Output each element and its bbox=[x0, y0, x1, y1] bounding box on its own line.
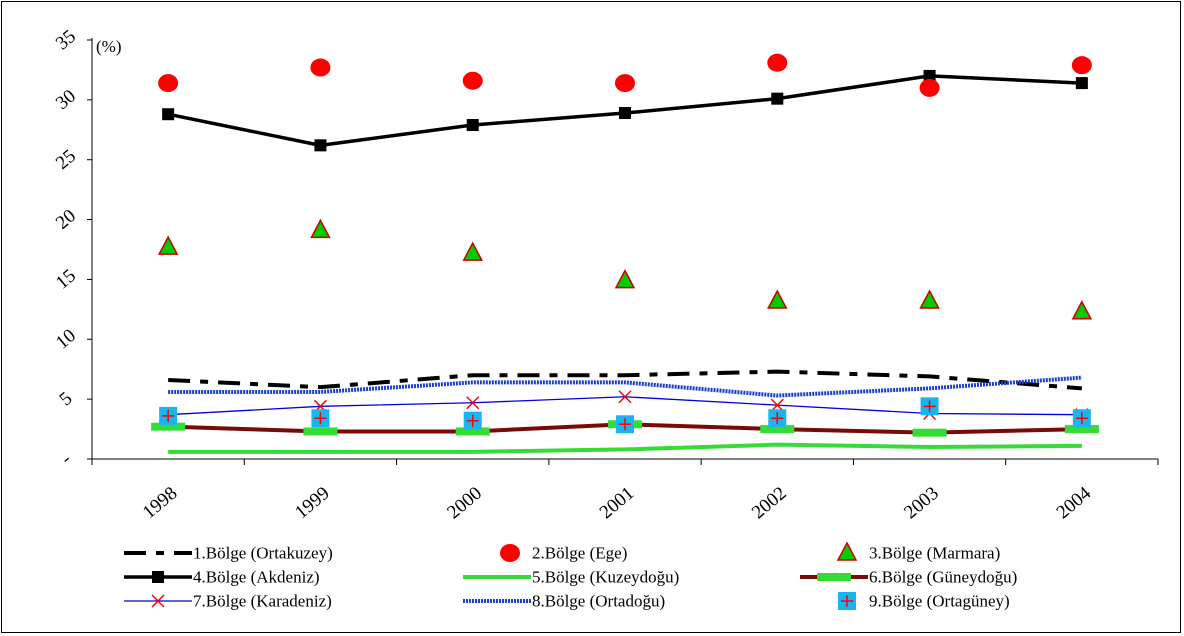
data-point-square bbox=[152, 571, 164, 583]
unit-label: (%) bbox=[96, 37, 121, 56]
data-point-square bbox=[162, 108, 175, 121]
data-point-circle bbox=[919, 78, 940, 97]
x-tick-label: 2003 bbox=[900, 483, 943, 524]
legend-label: 8.Bölge (Ortadoğu) bbox=[532, 592, 665, 611]
legend-label: 9.Bölge (Ortagüney) bbox=[869, 592, 1010, 611]
series-1 bbox=[168, 369, 1083, 391]
legend-item-4: 4.Bölge (Akdeniz) bbox=[124, 568, 320, 587]
x-tick-label: 1999 bbox=[291, 483, 334, 524]
data-point-circle bbox=[158, 74, 179, 93]
series-line bbox=[168, 375, 1082, 398]
legend-item-1: 1.Bölge (Ortakuzey) bbox=[124, 544, 333, 563]
data-point-square bbox=[466, 118, 479, 131]
x-tick-label: 1998 bbox=[139, 483, 182, 524]
y-tick-label: 30 bbox=[52, 86, 80, 114]
data-point-triangle bbox=[919, 289, 940, 309]
chart-legend: 1.Bölge (Ortakuzey) 2.Bölge (Ege) 3.Bölge … bbox=[124, 541, 1017, 611]
data-point-plus bbox=[1075, 412, 1088, 425]
y-tick-label: 15 bbox=[52, 265, 80, 293]
x-tick-label: 2004 bbox=[1053, 482, 1096, 523]
legend-label: 4.Bölge (Akdeniz) bbox=[193, 568, 320, 587]
data-point-circle bbox=[615, 74, 635, 93]
data-point-square bbox=[314, 139, 327, 152]
data-point-plus bbox=[314, 412, 327, 425]
legend-item-2: 2.Bölge (Ege) bbox=[500, 544, 627, 563]
x-tick-label: 2001 bbox=[596, 483, 639, 524]
data-point-dash bbox=[760, 425, 795, 434]
data-point-plus bbox=[771, 412, 784, 425]
y-tick-label: 25 bbox=[52, 146, 80, 174]
data-point-triangle bbox=[614, 269, 636, 289]
legend-label: 6.Bölge (Güneydoğu) bbox=[869, 568, 1017, 587]
y-tick-label: 35 bbox=[52, 26, 80, 54]
legend-label: 1.Bölge (Ortakuzey) bbox=[193, 544, 333, 563]
data-point-square bbox=[1075, 77, 1088, 90]
data-point-x bbox=[618, 390, 632, 404]
data-point-triangle bbox=[157, 235, 179, 255]
series-4 bbox=[162, 69, 1088, 152]
legend-label: 5.Bölge (Kuzeydoğu) bbox=[532, 568, 679, 587]
data-point-square bbox=[923, 69, 936, 82]
plot-area: - 5 10 15 20 25 30 35 (%) 1998 1999 2000 2001 2002 200… bbox=[52, 26, 1159, 524]
data-point-triangle bbox=[836, 541, 858, 561]
data-point-plus bbox=[466, 414, 479, 427]
y-tick-label: 10 bbox=[52, 325, 80, 353]
data-point-square bbox=[771, 92, 784, 105]
data-point-dash bbox=[455, 427, 490, 436]
data-point-dash bbox=[151, 422, 186, 431]
data-point-dash bbox=[303, 427, 338, 436]
legend-item-6: 6.Bölge (Güneydoğu) bbox=[800, 568, 1017, 587]
series-8 bbox=[168, 375, 1082, 398]
x-tick-label: 2002 bbox=[748, 483, 791, 524]
y-tick-label: - bbox=[57, 449, 75, 469]
legend-item-3: 3.Bölge (Marmara) bbox=[836, 541, 1000, 563]
legend-item-7: 7.Bölge (Karadeniz) bbox=[124, 592, 332, 611]
data-point-circle bbox=[462, 71, 483, 90]
data-point-x bbox=[466, 396, 480, 410]
series-3 bbox=[157, 218, 1093, 320]
series-2 bbox=[158, 53, 1092, 97]
legend-item-5: 5.Bölge (Kuzeydoğu) bbox=[463, 568, 679, 587]
data-point-circle bbox=[310, 58, 331, 77]
series-line bbox=[168, 442, 1082, 454]
data-point-dash bbox=[817, 573, 851, 581]
data-point-x bbox=[770, 398, 784, 412]
series-line bbox=[168, 369, 1083, 391]
legend-label: 2.Bölge (Ege) bbox=[532, 544, 627, 563]
series-5 bbox=[168, 442, 1082, 454]
data-point-plus bbox=[923, 400, 936, 413]
data-point-plus bbox=[841, 595, 853, 607]
data-point-circle bbox=[500, 544, 520, 562]
data-point-plus bbox=[619, 418, 631, 431]
series-line bbox=[168, 396, 1082, 416]
data-point-circle bbox=[767, 53, 788, 72]
legend-item-8: 8.Bölge (Ortadoğu) bbox=[463, 592, 665, 611]
y-tick-label: 20 bbox=[52, 205, 80, 233]
legend-label: 7.Bölge (Karadeniz) bbox=[193, 592, 332, 611]
legend-item-9: 9.Bölge (Ortagüney) bbox=[838, 592, 1010, 611]
data-point-circle bbox=[1071, 56, 1092, 75]
data-point-triangle bbox=[767, 289, 788, 309]
data-point-triangle bbox=[310, 218, 331, 239]
x-tick-label: 2000 bbox=[443, 483, 486, 524]
data-point-dash bbox=[1064, 425, 1099, 434]
data-point-x bbox=[151, 594, 165, 608]
data-point-square bbox=[619, 107, 631, 120]
legend-label: 3.Bölge (Marmara) bbox=[869, 544, 1000, 563]
data-point-plus bbox=[162, 409, 175, 422]
y-tick-label: 5 bbox=[56, 388, 77, 410]
data-point-triangle bbox=[462, 241, 483, 261]
series-9 bbox=[159, 397, 1091, 434]
data-point-dash bbox=[912, 428, 947, 437]
data-point-triangle bbox=[1071, 300, 1093, 320]
